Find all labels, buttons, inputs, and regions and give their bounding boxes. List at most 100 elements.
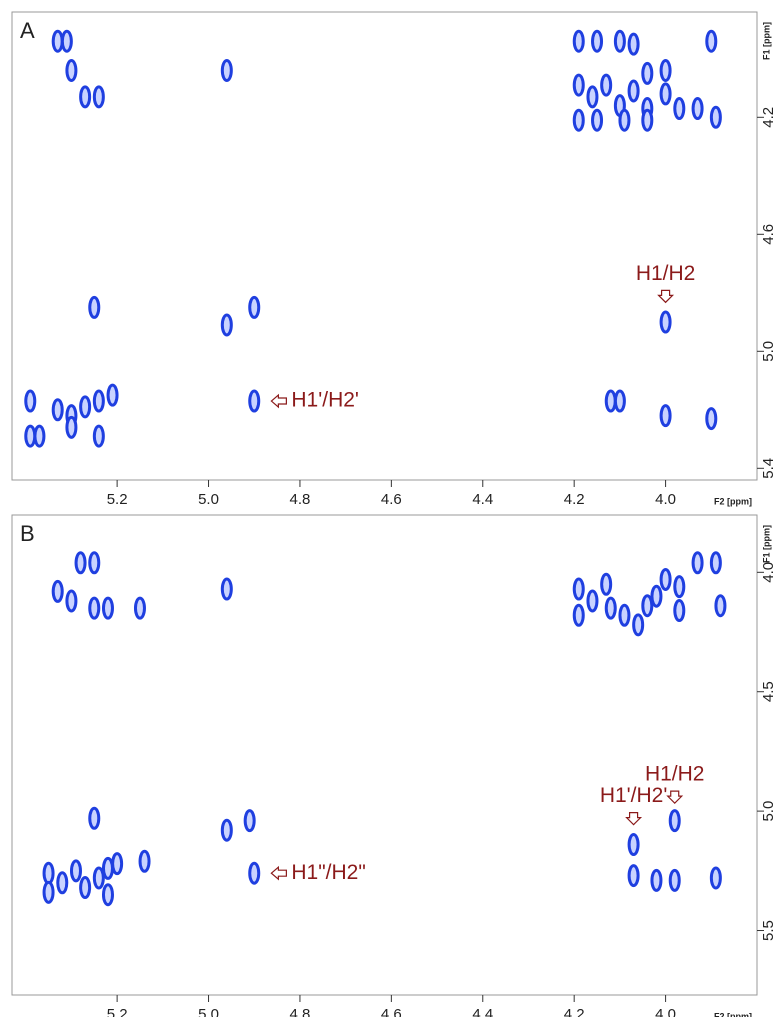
peak bbox=[88, 551, 101, 575]
x-tick-label: 4.6 bbox=[381, 491, 402, 508]
peak bbox=[586, 589, 599, 613]
peak bbox=[572, 73, 585, 97]
peak bbox=[659, 82, 672, 106]
peak bbox=[220, 313, 233, 337]
peak bbox=[88, 806, 101, 830]
peak bbox=[133, 596, 146, 620]
annotation: H1/H2 bbox=[645, 763, 705, 786]
x-tick-label: 5.2 bbox=[107, 1006, 128, 1017]
y-tick-label: 4.2 bbox=[760, 107, 773, 128]
x-tick-label: 5.2 bbox=[107, 491, 128, 508]
peak bbox=[591, 108, 604, 132]
peak bbox=[691, 551, 704, 575]
peak bbox=[709, 551, 722, 575]
peak bbox=[650, 584, 663, 608]
peak bbox=[56, 871, 69, 895]
peak bbox=[111, 852, 124, 876]
peak bbox=[88, 295, 101, 319]
peak bbox=[572, 577, 585, 601]
peak bbox=[248, 861, 261, 885]
peak bbox=[659, 404, 672, 428]
peak bbox=[101, 856, 114, 880]
y-tick-label: 5.0 bbox=[760, 801, 773, 822]
peak bbox=[705, 407, 718, 431]
peak bbox=[79, 395, 92, 419]
peak bbox=[627, 833, 640, 857]
peak bbox=[705, 29, 718, 53]
plot-frame bbox=[11, 514, 758, 996]
peak bbox=[69, 859, 82, 883]
peak bbox=[613, 29, 626, 53]
x-tick-label: 4.0 bbox=[655, 491, 676, 508]
peak bbox=[243, 809, 256, 833]
annotation: H1"/H2" bbox=[291, 861, 365, 884]
peak bbox=[51, 579, 64, 603]
peak bbox=[613, 389, 626, 413]
peak bbox=[632, 613, 645, 637]
panel-label: A bbox=[20, 18, 35, 43]
peak bbox=[101, 883, 114, 907]
peak bbox=[659, 310, 672, 334]
y-tick-label: 4.6 bbox=[760, 224, 773, 245]
peak bbox=[60, 29, 73, 53]
y-axis-label: F1 [ppm] bbox=[761, 22, 771, 60]
x-tick-label: 4.6 bbox=[381, 1006, 402, 1017]
peak bbox=[618, 603, 631, 627]
peak bbox=[42, 861, 55, 885]
peak bbox=[92, 866, 105, 890]
x-tick-label: 4.0 bbox=[655, 1006, 676, 1017]
peak bbox=[74, 551, 87, 575]
x-tick-label: 5.0 bbox=[198, 1006, 219, 1017]
peak bbox=[618, 108, 631, 132]
peak bbox=[709, 866, 722, 890]
peak bbox=[33, 424, 46, 448]
plot-frame bbox=[11, 11, 758, 481]
peak bbox=[691, 97, 704, 121]
x-tick-label: 4.8 bbox=[290, 1006, 311, 1017]
peak bbox=[138, 849, 151, 873]
x-tick-label: 4.2 bbox=[564, 1006, 585, 1017]
annotation: H1/H2 bbox=[636, 262, 696, 285]
peak bbox=[248, 295, 261, 319]
peak bbox=[79, 876, 92, 900]
peak bbox=[650, 868, 663, 892]
panel: A 5.2 5.0 4.8 4.6 4.4 4.2 4.0 4.2 4.6 5.0 5.4 F2 [pp… bbox=[11, 11, 773, 508]
peak bbox=[591, 29, 604, 53]
peak bbox=[627, 32, 640, 56]
peak bbox=[24, 389, 37, 413]
peak bbox=[641, 108, 654, 132]
y-tick-label: 5.4 bbox=[760, 458, 773, 479]
peak bbox=[673, 97, 686, 121]
y-tick-label: 5.0 bbox=[760, 341, 773, 362]
panel: B 5.2 5.0 4.8 4.6 4.4 4.2 4.0 4.0 4.5 5.0 5.5 F2 [pp… bbox=[11, 514, 773, 1017]
x-tick-label: 5.0 bbox=[198, 491, 219, 508]
peak bbox=[714, 594, 727, 618]
x-axis-label: F2 [ppm] bbox=[714, 1011, 752, 1017]
x-tick-label: 4.4 bbox=[472, 1006, 493, 1017]
annotation-arrow bbox=[270, 393, 287, 409]
peak bbox=[65, 415, 78, 439]
peak bbox=[220, 818, 233, 842]
peak bbox=[220, 577, 233, 601]
peak bbox=[65, 589, 78, 613]
y-tick-label: 4.0 bbox=[760, 562, 773, 583]
x-tick-label: 4.2 bbox=[564, 491, 585, 508]
peak bbox=[42, 880, 55, 904]
peak bbox=[641, 594, 654, 618]
peak bbox=[572, 108, 585, 132]
peak bbox=[673, 575, 686, 599]
annotation: H1'/H2' bbox=[600, 784, 668, 807]
peak bbox=[106, 383, 119, 407]
peak bbox=[600, 572, 613, 596]
peak bbox=[709, 105, 722, 129]
peak bbox=[668, 868, 681, 892]
peak bbox=[572, 29, 585, 53]
annotation-arrow bbox=[666, 790, 684, 804]
peak bbox=[659, 567, 672, 591]
annotation: H1'/H2' bbox=[291, 389, 359, 412]
peak bbox=[627, 79, 640, 103]
panel-label: B bbox=[20, 521, 35, 546]
peak bbox=[659, 59, 672, 82]
peak bbox=[668, 809, 681, 833]
